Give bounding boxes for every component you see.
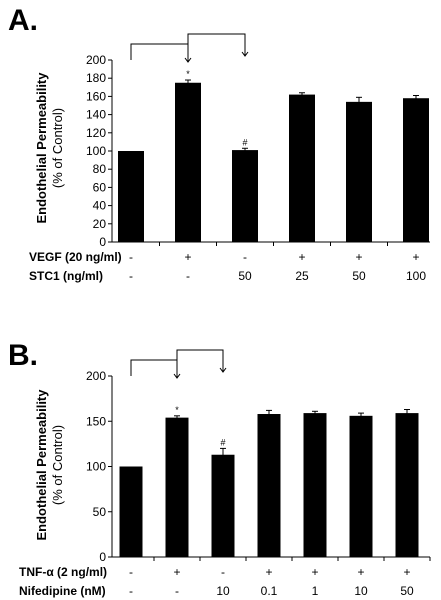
comparison-bracket	[130, 43, 189, 62]
bar	[118, 151, 144, 242]
treatment-value: -	[129, 250, 133, 264]
y-tick-label: 80	[93, 162, 107, 176]
treatment-value: -	[243, 250, 247, 264]
panel-label-b: B.	[8, 339, 38, 372]
treatment-value: +	[184, 250, 191, 264]
y-tick-label: 0	[99, 235, 106, 249]
y-tick-label: 150	[86, 414, 106, 428]
bar	[211, 454, 235, 557]
y-tick-label: 180	[86, 71, 106, 85]
y-tick-label: 200	[86, 53, 106, 67]
treatment-value: 0.1	[261, 584, 278, 598]
chart-panel-b: B. Endothelial Permeability (% of Control)…	[8, 339, 431, 598]
comparison-bracket	[176, 349, 224, 372]
y-axis-title: Endothelial Permeability	[34, 72, 49, 224]
bar	[175, 82, 201, 242]
bar	[303, 413, 327, 557]
y-tick-label: 200	[86, 369, 106, 383]
treatment-row-label: STC1 (ng/ml)	[29, 269, 103, 283]
bracket-arrow	[219, 367, 227, 373]
treatment-value: -	[221, 565, 225, 579]
treatment-value: 50	[352, 269, 366, 283]
significance-marker: *	[175, 405, 179, 415]
treatment-value: +	[265, 565, 272, 579]
treatment-value: 50	[238, 269, 252, 283]
treatment-value: +	[412, 250, 419, 264]
y-tick-label: 160	[86, 89, 106, 103]
y-tick-label: 0	[99, 550, 106, 564]
y-axis-subtitle: (% of Control)	[50, 425, 65, 505]
bar	[232, 150, 258, 242]
treatment-value: 25	[295, 269, 309, 283]
bar	[257, 414, 281, 557]
bracket-arrow	[241, 51, 249, 57]
bar	[349, 415, 373, 557]
y-tick-label: 100	[86, 144, 106, 158]
comparison-bracket	[187, 33, 246, 56]
treatment-value: 10	[216, 584, 230, 598]
treatment-value: +	[173, 565, 180, 579]
treatment-value: -	[186, 269, 190, 283]
bracket-arrow	[184, 57, 192, 63]
y-axis-title: Endothelial Permeability	[34, 389, 49, 541]
treatment-value: -	[129, 565, 133, 579]
bar	[395, 413, 419, 557]
treatment-value: -	[129, 584, 133, 598]
treatment-value: -	[129, 269, 133, 283]
bar	[165, 417, 189, 557]
y-tick-label: 100	[86, 460, 106, 474]
treatment-row-label: Nifedipine (nM)	[19, 584, 106, 598]
treatment-value: 10	[354, 584, 368, 598]
treatment-value: 100	[406, 269, 426, 283]
bar	[289, 94, 315, 242]
significance-marker: #	[220, 437, 225, 447]
comparison-bracket	[130, 359, 178, 378]
treatment-value: +	[403, 565, 410, 579]
treatment-value: +	[355, 250, 362, 264]
bar	[403, 98, 429, 242]
treatment-value: +	[298, 250, 305, 264]
y-axis-subtitle: (% of Control)	[50, 108, 65, 188]
bracket-arrow	[173, 373, 181, 379]
chart-panel-a: A. Endothelial Permeability (% of Control)…	[8, 4, 430, 283]
treatment-row-label: TNF-α (2 ng/ml)	[19, 565, 107, 579]
y-tick-label: 20	[93, 217, 107, 231]
treatment-value: -	[175, 584, 179, 598]
significance-marker: *	[186, 69, 190, 79]
treatment-value: 50	[400, 584, 414, 598]
treatment-value: +	[357, 565, 364, 579]
treatment-value: 1	[312, 584, 319, 598]
y-tick-label: 50	[93, 505, 107, 519]
panel-label-a: A.	[8, 4, 38, 37]
significance-marker: #	[242, 137, 247, 147]
treatment-row-label: VEGF (20 ng/ml)	[29, 250, 122, 264]
bar	[346, 101, 372, 242]
y-tick-label: 140	[86, 108, 106, 122]
bar	[119, 466, 143, 557]
y-tick-label: 120	[86, 126, 106, 140]
y-tick-label: 40	[93, 199, 107, 213]
treatment-value: +	[311, 565, 318, 579]
y-tick-label: 60	[93, 180, 107, 194]
